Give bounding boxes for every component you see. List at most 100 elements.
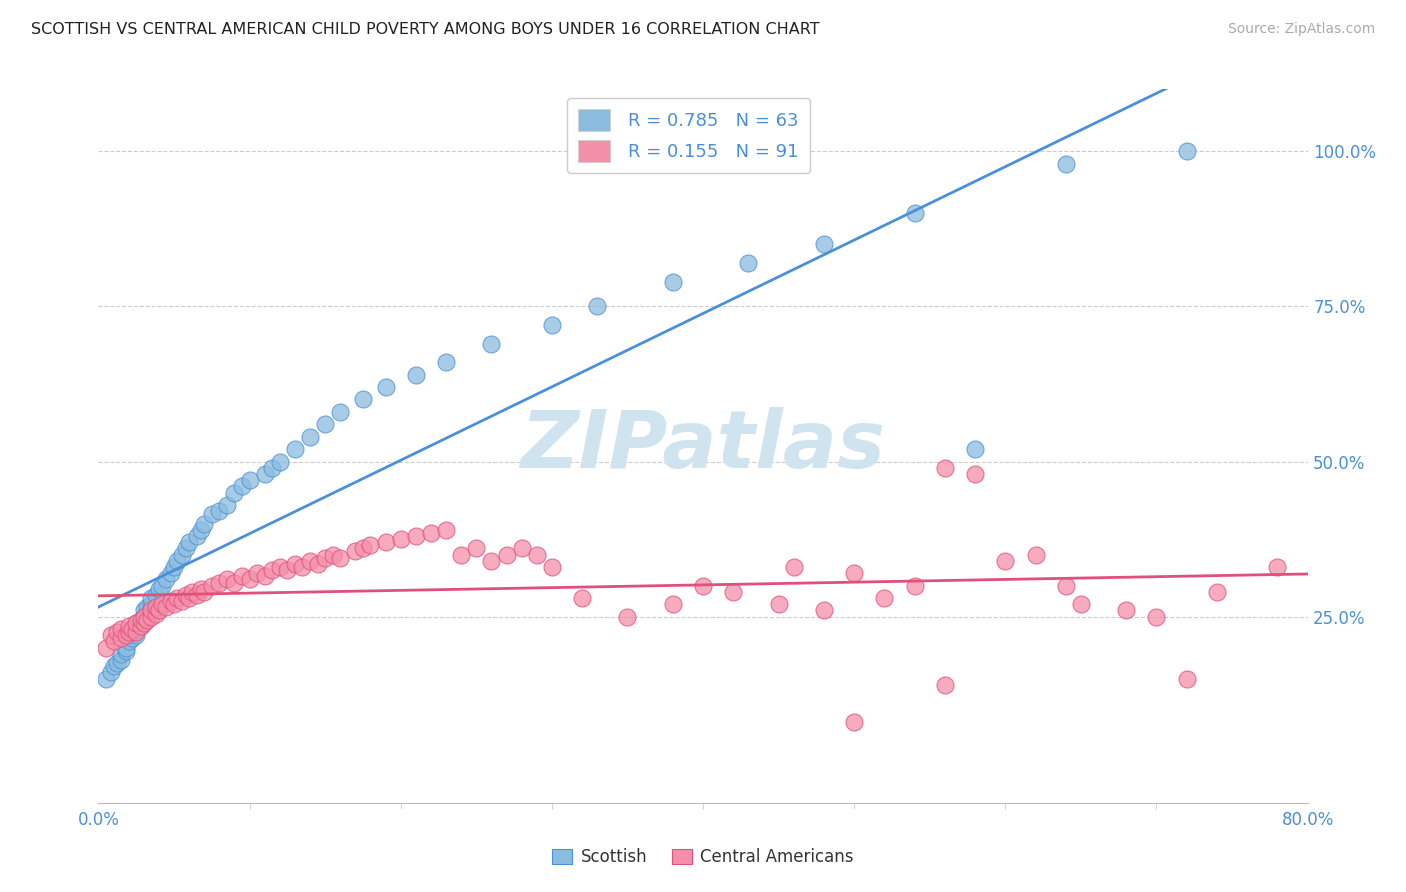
Text: Source: ZipAtlas.com: Source: ZipAtlas.com	[1227, 22, 1375, 37]
Point	[1144, 609, 1167, 624]
Point	[94, 672, 117, 686]
Point	[224, 575, 246, 590]
Point	[129, 613, 152, 627]
Point	[360, 538, 382, 552]
Point	[132, 603, 155, 617]
Point	[201, 508, 224, 522]
Point	[262, 563, 284, 577]
Point	[269, 560, 291, 574]
Point	[118, 634, 141, 648]
Point	[352, 392, 374, 407]
Point	[737, 256, 759, 270]
Point	[170, 594, 193, 608]
Point	[163, 560, 186, 574]
Point	[103, 659, 125, 673]
Point	[118, 628, 141, 642]
Point	[1267, 560, 1289, 574]
Point	[186, 529, 208, 543]
Point	[121, 622, 143, 636]
Point	[768, 597, 790, 611]
Point	[253, 467, 276, 481]
Point	[314, 550, 336, 565]
Point	[434, 355, 457, 369]
Point	[723, 584, 745, 599]
Point	[844, 715, 866, 730]
Point	[420, 525, 443, 540]
Point	[141, 597, 163, 611]
Point	[201, 579, 224, 593]
Point	[125, 615, 148, 630]
Point	[129, 613, 152, 627]
Point	[186, 588, 208, 602]
Point	[1115, 603, 1137, 617]
Point	[190, 523, 212, 537]
Point	[540, 560, 562, 574]
Point	[329, 550, 352, 565]
Point	[181, 584, 204, 599]
Text: ZIPatlas: ZIPatlas	[520, 407, 886, 485]
Point	[692, 579, 714, 593]
Point	[813, 603, 835, 617]
Point	[215, 573, 238, 587]
Point	[114, 644, 136, 658]
Point	[291, 560, 314, 574]
Point	[148, 603, 170, 617]
Point	[481, 554, 503, 568]
Point	[904, 579, 927, 593]
Point	[571, 591, 593, 605]
Point	[132, 615, 155, 630]
Point	[262, 460, 284, 475]
Point	[239, 573, 262, 587]
Point	[934, 460, 956, 475]
Point	[166, 554, 188, 568]
Point	[208, 504, 231, 518]
Point	[118, 625, 141, 640]
Point	[208, 575, 231, 590]
Point	[284, 442, 307, 456]
Point	[389, 532, 412, 546]
Point	[269, 454, 291, 468]
Point	[314, 417, 336, 432]
Point	[145, 607, 167, 621]
Point	[125, 622, 148, 636]
Point	[1054, 579, 1077, 593]
Point	[405, 368, 427, 382]
Point	[1070, 597, 1092, 611]
Point	[135, 613, 157, 627]
Point	[510, 541, 533, 556]
Point	[299, 430, 322, 444]
Point	[783, 560, 806, 574]
Point	[374, 535, 396, 549]
Point	[105, 625, 128, 640]
Point	[121, 625, 143, 640]
Point	[135, 607, 157, 621]
Point	[434, 523, 457, 537]
Point	[322, 548, 344, 562]
Point	[465, 541, 488, 556]
Point	[374, 380, 396, 394]
Point	[586, 299, 609, 313]
Point	[179, 535, 201, 549]
Point	[193, 516, 215, 531]
Point	[148, 582, 170, 596]
Point	[160, 566, 183, 581]
Point	[661, 597, 683, 611]
Point	[965, 467, 987, 481]
Point	[844, 566, 866, 581]
Point	[125, 625, 148, 640]
Point	[540, 318, 562, 332]
Point	[125, 628, 148, 642]
Point	[129, 619, 152, 633]
Point	[103, 634, 125, 648]
Point	[160, 594, 183, 608]
Point	[965, 442, 987, 456]
Point	[231, 479, 253, 493]
Point	[450, 548, 472, 562]
Point	[110, 622, 132, 636]
Point	[110, 632, 132, 646]
Point	[1054, 156, 1077, 170]
Point	[100, 665, 122, 680]
Point	[231, 569, 253, 583]
Point	[1175, 672, 1198, 686]
Legend: R = 0.785   N = 63, R = 0.155   N = 91: R = 0.785 N = 63, R = 0.155 N = 91	[567, 98, 810, 173]
